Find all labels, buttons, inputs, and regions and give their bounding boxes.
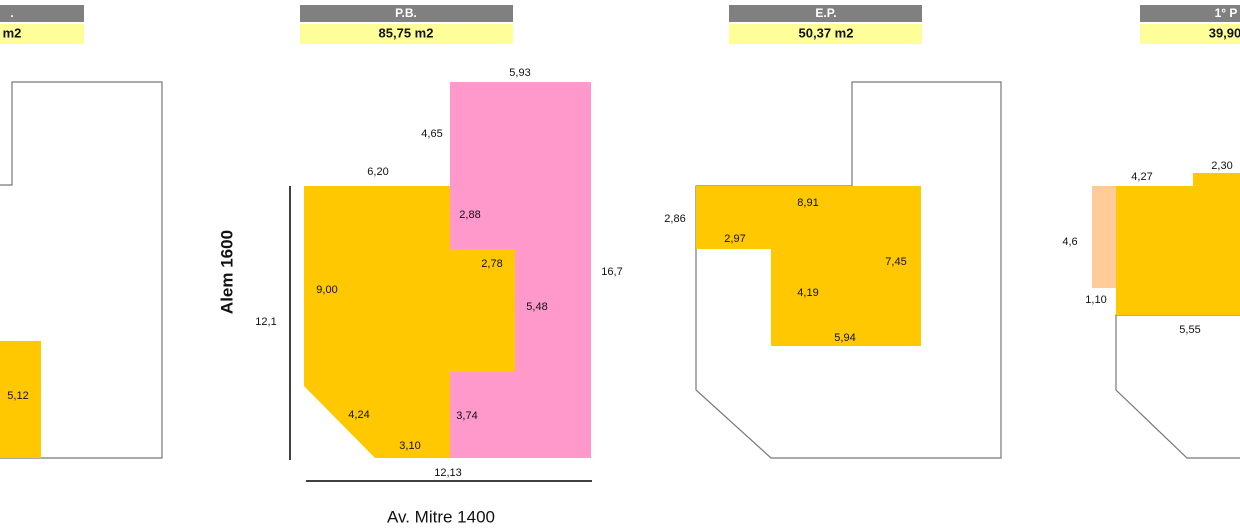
room <box>1116 186 1240 315</box>
room <box>696 186 921 346</box>
dimension: 2,30 <box>1211 160 1232 172</box>
dimension: 3,10 <box>399 440 420 452</box>
dimension: 5,93 <box>509 67 530 79</box>
dimension: 4,19 <box>797 287 818 299</box>
area: 50,37 m2 <box>799 25 854 40</box>
area-box <box>729 24 922 44</box>
title: P.B. <box>395 6 417 20</box>
dimension: 4,65 <box>421 128 442 140</box>
dimension: 5,94 <box>834 332 855 344</box>
dimension: 12,13 <box>434 467 462 479</box>
area: m2 <box>3 25 22 40</box>
header <box>300 5 513 22</box>
area-box <box>1140 24 1240 44</box>
dimension: 2,97 <box>724 233 745 245</box>
dimension: 3,74 <box>456 410 477 422</box>
dimension: 2,88 <box>459 209 480 221</box>
area: 39,90 <box>1209 25 1240 40</box>
area-box <box>300 24 513 44</box>
dimension: 12,1 <box>255 316 276 328</box>
outline <box>1115 314 1240 459</box>
dimension: 4,27 <box>1131 171 1152 183</box>
dimension: 5,55 <box>1179 324 1200 336</box>
header <box>729 5 922 22</box>
dimension: 2,78 <box>481 258 502 270</box>
panel: . m2 5,12 <box>0 5 163 459</box>
panel: P.B. 85,75 m2 5,93 4,65 6,20 2,88 2,78 9… <box>217 5 623 526</box>
dimension: 5,12 <box>7 390 28 402</box>
street: Av. Mitre 1400 <box>387 507 495 526</box>
header <box>0 5 84 22</box>
dimension: 5,48 <box>526 301 547 313</box>
room <box>304 186 515 458</box>
room <box>1193 173 1240 187</box>
room <box>0 341 41 458</box>
panel: E.P. 50,37 m2 8,91 2,86 2,97 7,45 4,19 5… <box>664 5 1002 459</box>
dimension: 16,7 <box>601 266 622 278</box>
area: 85,75 m2 <box>379 25 434 40</box>
street: Alem 1600 <box>217 230 236 314</box>
area-box <box>0 24 84 44</box>
title: . <box>10 6 13 20</box>
dimension: 9,00 <box>316 284 337 296</box>
header <box>1140 5 1240 22</box>
dimension: 4,6 <box>1062 236 1077 248</box>
title: E.P. <box>815 6 836 20</box>
dimension: 6,20 <box>367 166 388 178</box>
dimension: 4,24 <box>348 409 369 421</box>
dimension: 7,45 <box>885 256 906 268</box>
dimension: 8,91 <box>797 197 818 209</box>
dimension: 1,10 <box>1085 294 1106 306</box>
dimension: 2,86 <box>664 213 685 225</box>
room <box>1092 186 1116 288</box>
title: 1° P <box>1215 6 1238 20</box>
panel: 1° P 39,90 4,27 2,30 4,6 1,10 5,55 <box>1062 5 1240 459</box>
